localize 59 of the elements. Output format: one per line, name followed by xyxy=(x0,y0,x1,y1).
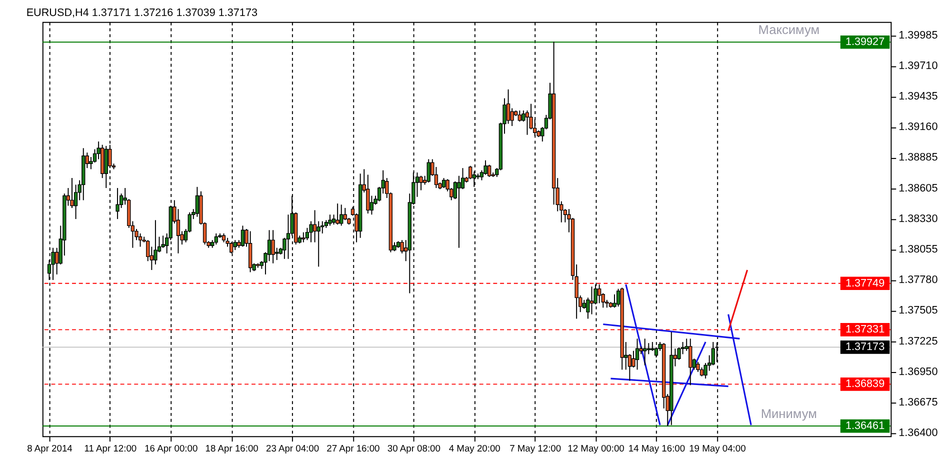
candlestick xyxy=(590,286,594,315)
y-tick-label: 1.37505 xyxy=(898,304,938,316)
x-tick-label: 23 Apr 04:00 xyxy=(266,443,320,454)
ref-line-label: 1.39927 xyxy=(845,36,885,48)
candlestick xyxy=(696,361,700,372)
candlestick xyxy=(426,158,430,183)
candlestick xyxy=(336,203,340,226)
candlestick xyxy=(457,175,461,248)
candlestick xyxy=(138,232,142,248)
candlestick xyxy=(214,232,218,245)
y-tick-label: 1.36950 xyxy=(898,366,938,378)
y-tick-label: 1.37225 xyxy=(898,335,938,348)
chart-title: EURUSD,H4 1.37171 1.37216 1.37039 1.37173 xyxy=(26,6,258,19)
candlestick xyxy=(442,178,446,189)
ref-line-label: 1.37331 xyxy=(845,324,885,336)
candlestick xyxy=(518,110,522,122)
y-tick-label: 1.39160 xyxy=(898,121,938,134)
ref-line-label: 1.37749 xyxy=(845,277,885,290)
x-tick-label: 12 May 00:00 xyxy=(568,443,624,454)
y-tick-label: 1.38605 xyxy=(898,182,938,195)
candlestick xyxy=(316,220,320,268)
candlestick xyxy=(240,225,245,248)
y-tick-label: 1.38055 xyxy=(898,243,938,256)
y-tick-label: 1.38330 xyxy=(898,212,938,225)
candlestick xyxy=(343,207,347,221)
x-tick-label: 27 Apr 16:00 xyxy=(326,443,380,454)
x-tick-label: 19 May 04:00 xyxy=(689,443,746,454)
x-tick-label: 4 May 20:00 xyxy=(448,443,500,454)
x-tick-label: 30 Apr 08:00 xyxy=(387,443,440,454)
candlestick xyxy=(510,108,514,126)
y-tick-label: 1.39435 xyxy=(898,90,938,103)
candlestick xyxy=(328,214,332,226)
annotation: Минимум xyxy=(760,406,817,422)
candlestick xyxy=(487,164,492,178)
candlestick xyxy=(635,338,640,370)
candlestick xyxy=(302,232,306,243)
y-tick-label: 1.37780 xyxy=(898,274,938,286)
x-tick-label: 8 Apr 2014 xyxy=(27,443,72,454)
x-tick-label: 14 May 16:00 xyxy=(628,443,686,454)
y-tick-label: 1.39985 xyxy=(898,30,938,42)
y-tick-label: 1.36675 xyxy=(898,396,938,408)
ref-line-label: 1.37173 xyxy=(845,341,885,354)
candlestick xyxy=(688,338,692,386)
x-tick-label: 7 May 12:00 xyxy=(510,443,562,454)
candlestick xyxy=(419,175,423,191)
ref-line-label: 1.36839 xyxy=(845,378,885,390)
ref-line-label: 1.36461 xyxy=(845,420,885,432)
candlestick xyxy=(340,204,344,226)
x-tick-label: 16 Apr 00:00 xyxy=(144,443,198,454)
candlestick xyxy=(116,188,120,220)
candlestick xyxy=(598,284,602,304)
candlestick xyxy=(70,178,74,208)
y-tick-label: 1.36400 xyxy=(898,426,938,439)
x-tick-label: 11 Apr 12:00 xyxy=(84,443,137,454)
annotation: Максимум xyxy=(758,22,820,38)
y-tick-label: 1.39710 xyxy=(898,60,938,72)
x-tick-label: 18 Apr 16:00 xyxy=(205,443,258,454)
candlestick xyxy=(271,230,275,264)
y-tick-label: 1.38885 xyxy=(898,152,938,164)
